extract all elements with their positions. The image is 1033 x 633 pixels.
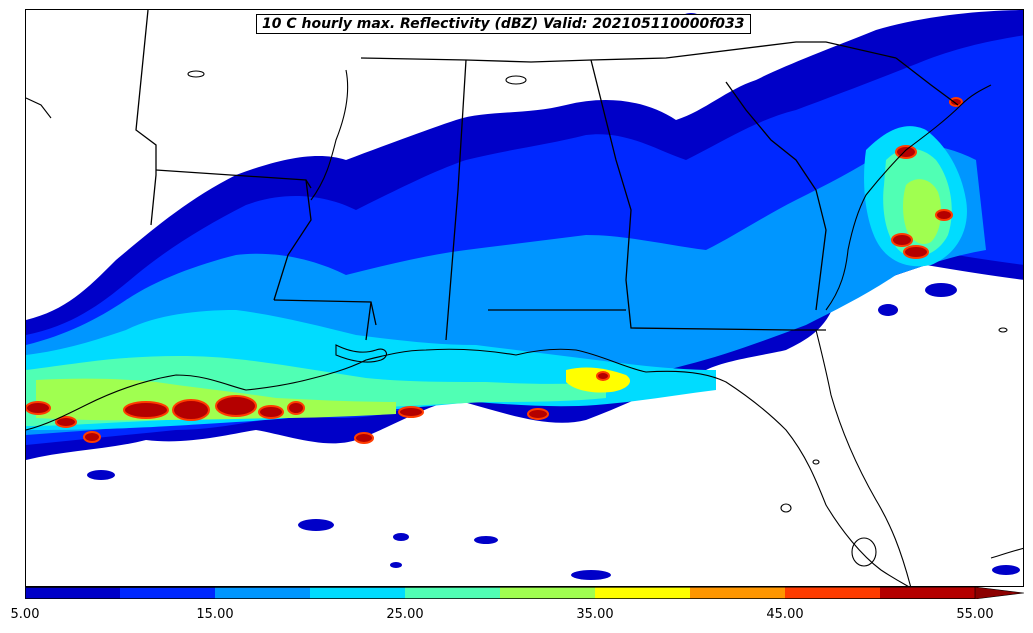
colorbar-bin-35-40 [595,587,691,599]
colorbar-bin-45-50 [785,587,881,599]
colorbar-bin-20-25 [310,587,406,599]
colorbar-bin-5-10 [25,587,121,599]
map-title: 10 C hourly max. Reflectivity (dBZ) Vali… [256,14,751,34]
colorbar-tick-label: 25.00 [386,607,424,622]
colorbar-extend-arrow [974,587,1024,599]
echo-region-30dbz-east [903,179,942,245]
reflectivity-field [26,10,1023,580]
coastline [26,84,1023,586]
colorbar-tick-label: 35.00 [576,607,614,622]
colorbar-tick-label: 45.00 [766,607,804,622]
map-panel [25,9,1024,587]
colorbar [25,587,1024,599]
echo-region-35dbz [566,367,631,393]
state-boundaries [135,10,959,341]
colorbar-bin-15-20 [215,587,311,599]
echo-cores [26,97,963,444]
colorbar-bin-40-45 [690,587,786,599]
water-bodies [26,69,1008,567]
colorbar-tick-label: 5.00 [10,607,40,622]
colorbar-bin-10-15 [120,587,216,599]
reflectivity-map [26,10,1023,586]
colorbar-bin-25-30 [405,587,501,599]
colorbar-bin-50-55 [880,587,976,599]
colorbar-outline [25,587,976,599]
colorbar-bin-30-35 [500,587,596,599]
colorbar-tick-label: 55.00 [956,607,994,622]
colorbar-tick-label: 15.00 [196,607,234,622]
